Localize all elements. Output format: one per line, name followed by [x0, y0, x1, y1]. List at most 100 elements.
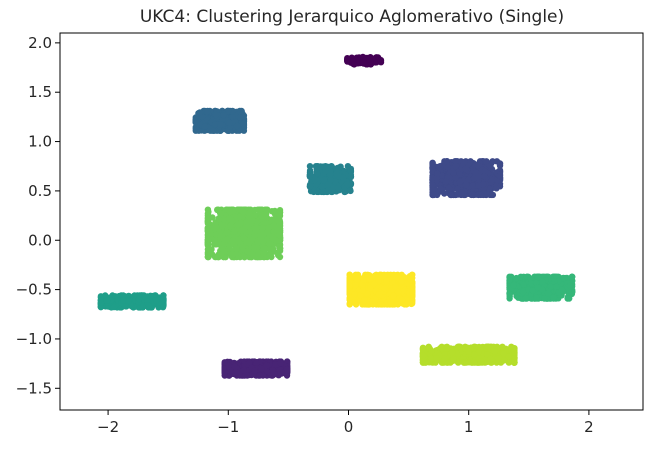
data-point — [442, 178, 450, 185]
data-point — [475, 173, 483, 180]
data-point — [226, 119, 233, 127]
data-point — [506, 277, 513, 284]
data-point — [212, 239, 219, 246]
data-point — [212, 121, 219, 128]
data-point — [277, 359, 284, 367]
data-point — [462, 181, 470, 189]
data-point — [470, 359, 478, 366]
data-point — [259, 238, 267, 245]
data-point — [223, 229, 231, 236]
data-point — [268, 216, 276, 223]
data-point — [231, 227, 238, 234]
data-point — [160, 295, 167, 303]
data-point — [276, 207, 284, 214]
data-point — [550, 294, 557, 301]
data-point — [429, 165, 436, 173]
data-point — [135, 295, 143, 303]
data-point — [284, 366, 291, 373]
data-point — [265, 224, 272, 231]
data-point — [465, 348, 472, 355]
data-point — [481, 168, 489, 175]
data-point — [233, 369, 240, 376]
data-point — [508, 343, 515, 350]
data-point — [511, 359, 518, 366]
data-point — [227, 223, 234, 230]
data-point — [443, 158, 450, 165]
data-point — [244, 372, 251, 379]
data-point — [306, 163, 314, 170]
data-point — [444, 164, 452, 171]
data-point — [229, 206, 236, 213]
data-point — [347, 171, 355, 179]
data-point — [272, 361, 279, 368]
data-point — [529, 287, 536, 294]
data-point — [351, 61, 358, 68]
cluster-8 — [419, 343, 518, 366]
data-point — [226, 215, 233, 222]
cluster-9 — [346, 271, 416, 308]
data-point — [327, 176, 335, 184]
data-point — [258, 213, 266, 220]
data-point — [226, 243, 234, 250]
data-point — [445, 184, 453, 192]
data-point — [244, 248, 251, 255]
data-point — [429, 182, 436, 189]
data-point — [239, 227, 246, 234]
data-point — [120, 297, 127, 304]
data-point — [430, 191, 438, 199]
data-point — [475, 182, 483, 189]
data-point — [321, 176, 328, 184]
data-point — [237, 114, 244, 121]
data-point — [210, 127, 217, 134]
data-point — [272, 237, 279, 244]
data-point — [253, 359, 260, 366]
data-point — [217, 250, 225, 258]
data-point — [539, 278, 546, 285]
data-point — [489, 191, 497, 199]
data-point — [241, 253, 248, 261]
data-point — [240, 208, 247, 215]
data-point — [452, 174, 459, 181]
data-point — [377, 57, 385, 64]
data-point — [319, 188, 327, 195]
data-point — [313, 165, 321, 172]
data-point — [212, 223, 219, 230]
data-point — [310, 188, 317, 196]
data-point — [449, 349, 456, 356]
data-point — [436, 163, 444, 170]
data-point — [447, 191, 455, 199]
data-point — [495, 355, 502, 362]
data-point — [256, 372, 263, 379]
data-point — [259, 231, 266, 238]
data-point — [441, 190, 448, 197]
data-point — [506, 291, 513, 298]
data-point — [306, 183, 314, 190]
data-point — [271, 210, 279, 217]
data-point — [244, 218, 251, 226]
data-point — [261, 245, 268, 252]
data-point — [468, 191, 475, 199]
cluster-5 — [97, 292, 167, 311]
data-point — [276, 247, 284, 255]
data-point — [505, 353, 512, 360]
cluster-7 — [204, 206, 284, 261]
chart-title: UKC4: Clustering Jerarquico Aglomerativo… — [140, 7, 564, 27]
data-point — [103, 297, 111, 304]
data-point — [330, 184, 337, 191]
data-point — [471, 351, 478, 358]
data-point — [344, 181, 351, 188]
data-point — [500, 357, 508, 364]
data-point — [311, 176, 319, 183]
data-point — [245, 210, 253, 217]
data-point — [153, 297, 160, 304]
data-point — [220, 112, 227, 119]
data-point — [489, 158, 496, 165]
data-point — [558, 286, 566, 294]
data-point — [254, 239, 261, 246]
data-point — [233, 122, 241, 130]
data-point — [139, 304, 146, 311]
data-point — [467, 158, 474, 165]
data-point — [452, 158, 459, 165]
data-point — [249, 251, 256, 258]
